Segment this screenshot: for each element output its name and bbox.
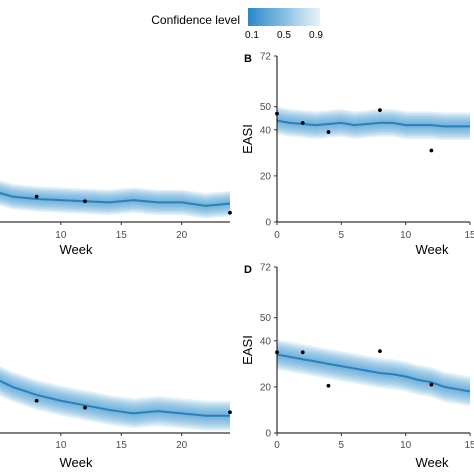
confidence-band [277,346,470,400]
panel-letter: B [244,53,252,65]
confidence-band [277,343,470,404]
y-tick-label: 72 [260,52,272,63]
legend-title: Confidence level [151,13,240,27]
legend-tick-label: 0.9 [309,30,323,41]
x-tick-label: 20 [176,440,188,451]
observed-point [378,349,382,354]
confidence-band [0,187,230,212]
observed-point [326,130,331,134]
confidence-band [0,374,230,423]
confidence-band [0,186,230,213]
y-tick-label: 72 [260,263,272,274]
confidence-band [277,348,470,398]
x-tick-label: 0 [274,230,280,241]
confidence-band [0,183,230,216]
observed-point [300,350,305,355]
panel-letter: D [244,264,252,276]
confidence-band [0,372,230,424]
x-tick-label: 15 [464,440,474,451]
x-tick-label: 10 [400,440,412,451]
plot-area [277,339,470,407]
x-tick-label: 10 [55,440,67,451]
legend-tick-label: 0.1 [245,30,259,41]
confidence-band [0,367,230,429]
confidence-band [0,379,230,418]
confidence-band [0,365,230,431]
confidence-band [277,341,470,405]
observed-point [83,405,87,410]
confidence-band [277,339,470,407]
confidence-band [0,181,230,218]
confidence-band [0,188,230,211]
confidence-band [277,349,470,397]
x-tick-label: 10 [400,230,412,241]
plot-area [0,180,230,219]
median-line [277,353,470,393]
y-axis-title: EASI [240,124,255,154]
y-tick-label: 20 [260,171,272,182]
y-tick-label: 40 [260,125,272,136]
plot-area [0,365,230,431]
y-axis-title: EASI [240,335,255,365]
y-tick-label: 50 [260,313,272,324]
y-tick-label: 40 [260,336,272,347]
y-tick-label: 20 [260,382,272,393]
observed-point [34,398,39,403]
legend-tick-label: 0.5 [277,30,291,41]
panel-b: 0 5 10 15 0 20 40 50 72 Week EASI B [240,52,474,258]
legend: Confidence level 0.1 0.5 0.9 [151,8,323,41]
confidence-band [0,376,230,421]
x-tick-label: 15 [116,230,128,241]
legend-colorbar [248,8,320,26]
observed-point [83,199,87,204]
x-tick-label: 10 [55,230,67,241]
median-line [277,119,470,128]
observed-point [326,383,331,388]
plot-area [277,106,470,141]
median-line [0,379,230,417]
x-tick-label: 5 [339,440,345,451]
observed-point [228,410,232,415]
panel-a: 10 15 20 Week [0,180,232,257]
panel-d: 0 5 10 15 0 20 40 50 72 Week EASI D [240,263,474,471]
x-axis-title: Week [60,242,93,257]
confidence-band [277,344,470,402]
confidence-band [0,190,230,209]
legend-ticks: 0.1 0.5 0.9 [245,26,323,41]
x-tick-label: 0 [274,440,280,451]
x-tick-label: 5 [339,230,345,241]
observed-point [429,382,434,387]
y-tick-label: 0 [265,429,271,440]
observed-point [228,210,232,215]
observed-point [378,108,382,113]
x-tick-label: 20 [176,230,188,241]
x-tick-label: 15 [464,230,474,241]
x-axis-title: Week [416,455,449,470]
panel-c: 10 15 20 Week [0,365,232,470]
observed-point [429,148,434,153]
x-tick-label: 15 [116,440,128,451]
confidence-band [0,184,230,215]
x-axis-title: Week [416,242,449,257]
y-tick-label: 0 [265,218,271,229]
observed-point [300,120,305,125]
confidence-band [0,180,230,219]
x-axis-title: Week [60,455,93,470]
observed-point [34,194,39,199]
y-tick-label: 50 [260,102,272,113]
